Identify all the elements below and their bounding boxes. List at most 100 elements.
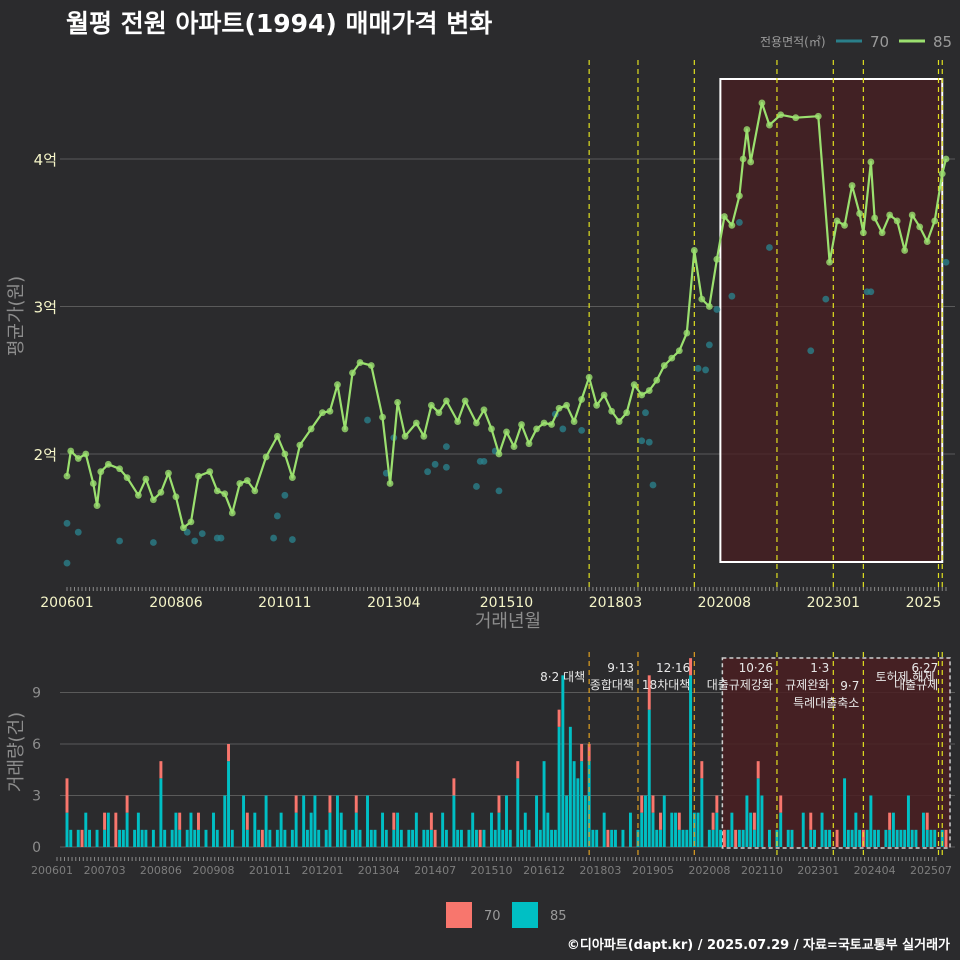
price-point-85 (871, 214, 879, 222)
price-point-85 (228, 509, 236, 517)
volume-bar-85 (933, 829, 937, 847)
volume-bar-85 (505, 795, 508, 847)
price-point-85 (720, 213, 728, 220)
volume-bar-85 (452, 795, 456, 847)
volume-bar-85 (471, 812, 475, 847)
volume-bar-85 (610, 829, 614, 847)
volume-x-tick-label: 202507 (910, 864, 952, 877)
price-series-85-line (65, 101, 948, 529)
volume-bar-70 (433, 829, 437, 847)
volume-policy-label: 특례대출축소 (793, 696, 859, 710)
volume-bar-70 (197, 812, 200, 830)
price-point-85 (938, 170, 946, 178)
volume-bar-85 (497, 812, 501, 847)
volume-bar-70 (861, 829, 865, 847)
price-y-axis-label: 평균가(원) (6, 276, 27, 356)
price-highlight-box (719, 78, 944, 563)
volume-bar-85 (670, 812, 674, 847)
volume-bar-85 (118, 829, 122, 847)
price-point-85 (608, 407, 616, 415)
price-point-70 (63, 559, 71, 567)
volume-bar-85 (309, 812, 313, 847)
volume-bar-85 (895, 829, 899, 847)
volume-bar-85 (914, 829, 918, 847)
volume-bar-85 (302, 795, 306, 847)
volume-bar-85 (737, 829, 741, 847)
volume-bar-85 (775, 829, 779, 847)
price-point-85 (367, 362, 375, 369)
volume-bar-85 (426, 829, 430, 847)
volume-bar-85 (343, 829, 347, 847)
price-point-70 (642, 409, 649, 417)
price-point-85 (886, 211, 894, 219)
volume-bar-70 (125, 795, 129, 813)
volume-bar-85 (305, 829, 309, 847)
price-point-85 (942, 155, 950, 163)
volume-bar-85 (189, 812, 193, 847)
price-y-tick-label: 3억 (34, 299, 57, 317)
volume-bar-85 (527, 829, 531, 847)
volume-bar-85 (396, 812, 400, 847)
volume-bar-70 (647, 675, 651, 710)
volume-bar-85 (940, 829, 944, 847)
volume-bar-70 (715, 795, 719, 813)
volume-bar-70 (606, 829, 610, 847)
price-point-85 (533, 425, 540, 433)
price-point-85 (901, 247, 909, 254)
volume-bar-85 (151, 829, 155, 847)
volume-bar-85 (335, 795, 339, 847)
volume-bar-85 (328, 812, 332, 847)
volume-bar-70 (722, 829, 726, 847)
price-x-tick-label: 200601 (40, 595, 93, 611)
volume-bar-85 (674, 812, 678, 847)
price-point-85 (826, 258, 833, 266)
volume-bar-70 (734, 829, 738, 847)
volume-bar-85 (227, 761, 230, 847)
price-point-85 (104, 460, 112, 468)
volume-bar-85 (929, 829, 933, 847)
volume-bar-85 (351, 829, 354, 847)
volume-bar-85 (561, 675, 565, 847)
price-point-85 (401, 432, 409, 440)
volume-bar-85 (587, 761, 591, 847)
volume-bar-85 (459, 829, 463, 847)
volume-bar-85 (170, 829, 174, 847)
volume-bar-85 (677, 829, 681, 847)
volume-bar-85 (651, 812, 655, 847)
price-legend-title: 전용면적(㎡) (760, 35, 826, 49)
price-point-85 (728, 221, 736, 229)
volume-bar-70 (516, 761, 520, 779)
volume-bar-85 (583, 795, 587, 847)
price-point-85 (319, 409, 326, 417)
volume-bar-85 (84, 812, 88, 847)
price-point-85 (525, 440, 533, 448)
price-point-85 (307, 425, 315, 433)
volume-bar-70 (429, 812, 433, 830)
price-point-85 (442, 397, 450, 405)
volume-bar-85 (294, 812, 298, 847)
volume-x-tick-label: 200806 (140, 864, 182, 877)
price-point-85 (187, 518, 195, 526)
price-point-85 (814, 112, 822, 120)
volume-bar-85 (268, 829, 272, 847)
price-point-85 (326, 407, 334, 415)
volume-bar-85 (628, 812, 632, 847)
volume-bar-85 (95, 829, 99, 847)
price-point-85 (488, 425, 495, 433)
volume-x-tick-label: 200703 (84, 864, 126, 877)
price-point-85 (89, 480, 97, 487)
volume-bar-85 (444, 829, 448, 847)
volume-bar-85 (707, 829, 711, 847)
volume-bar-85 (279, 812, 283, 847)
price-series-85 (63, 99, 950, 532)
price-point-85 (653, 376, 661, 384)
price-point-85 (349, 369, 356, 377)
price-point-70 (198, 530, 206, 538)
volume-bar-85 (392, 829, 396, 847)
volume-bar-85 (253, 812, 257, 847)
volume-bar-85 (899, 829, 903, 847)
volume-bar-85 (602, 812, 606, 847)
volume-bar-70 (756, 761, 760, 779)
price-legend-label-85: 85 (933, 33, 952, 51)
volume-bar-85 (264, 795, 268, 847)
